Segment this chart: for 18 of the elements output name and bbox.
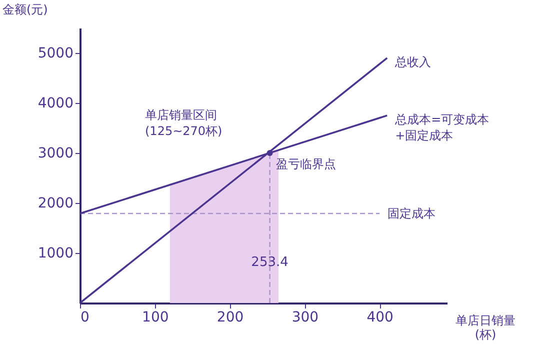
x-axis-title: 单店日销量 (杯) — [456, 314, 516, 342]
series-label: 总成本=可变成本+固定成本 — [394, 112, 490, 142]
series-label: 总收入 — [394, 55, 432, 69]
ref-line-label: 固定成本 — [388, 206, 436, 220]
x-tick-label: 0 — [80, 310, 90, 326]
y-axis-title: 金额(元) — [2, 2, 48, 16]
y-tick-label: 3000 — [38, 146, 74, 162]
annotation: 盈亏临界点 — [276, 157, 336, 171]
annotation: 单店销量区间 (125~270杯) — [145, 108, 222, 138]
ref-line-label: 253.4 — [251, 254, 288, 270]
y-tick-label: 4000 — [38, 96, 74, 112]
y-tick-label: 1000 — [38, 246, 74, 262]
x-tick-label: 100 — [142, 310, 169, 326]
x-tick-label: 400 — [366, 310, 394, 326]
x-tick-label: 200 — [216, 310, 244, 326]
y-tick-label: 2000 — [38, 196, 74, 212]
y-tick-label: 5000 — [38, 46, 74, 62]
x-tick-label: 300 — [292, 310, 319, 326]
